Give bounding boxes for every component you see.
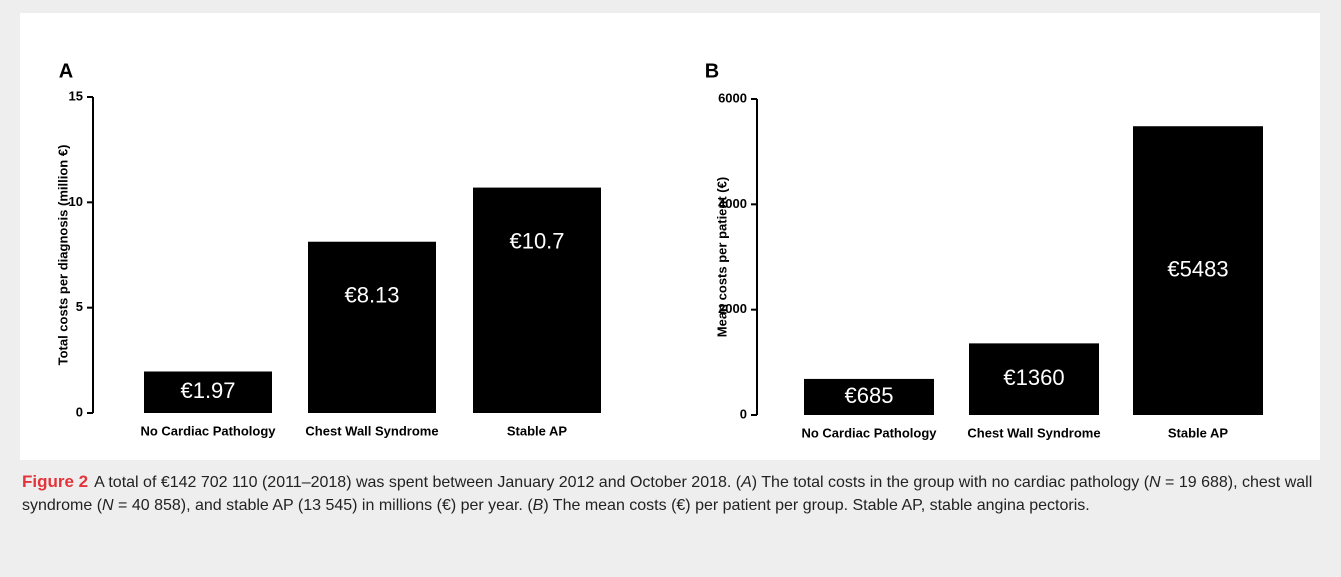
value-label: €1.97 bbox=[180, 378, 235, 403]
caption-text: A total of €142 702 110 (2011–2018) was … bbox=[94, 474, 742, 491]
y-tick-label: 4000 bbox=[718, 196, 747, 211]
y-tick-label: 2000 bbox=[718, 301, 747, 316]
figure: A Total costs per diagnosis (million €) 0 5… bbox=[55, 60, 1263, 440]
y-tick-label: 10 bbox=[69, 194, 83, 209]
y-tick-label: 15 bbox=[69, 88, 83, 103]
caption-text: B bbox=[532, 497, 544, 514]
x-tick-label: No Cardiac Pathology bbox=[140, 423, 276, 438]
bar bbox=[969, 343, 1099, 415]
x-tick-label: Stable AP bbox=[507, 423, 568, 438]
caption-label: Figure 2 bbox=[22, 472, 89, 491]
x-tick-label: No Cardiac Pathology bbox=[801, 425, 937, 440]
caption-text: A bbox=[741, 474, 752, 491]
caption-text: N bbox=[1149, 474, 1161, 491]
y-tick-label: 0 bbox=[76, 404, 83, 419]
value-label: €5483 bbox=[1167, 256, 1228, 281]
bar bbox=[144, 371, 272, 413]
x-tick-label: Chest Wall Syndrome bbox=[305, 423, 438, 438]
caption-text: = 40 858), and stable AP (13 545) in mil… bbox=[113, 497, 533, 514]
bar bbox=[308, 241, 436, 413]
y-tick-label: 5 bbox=[76, 299, 83, 314]
value-label: €685 bbox=[845, 383, 894, 408]
value-label: €1360 bbox=[1003, 365, 1064, 390]
x-tick-label: Chest Wall Syndrome bbox=[967, 425, 1100, 440]
caption-text: N bbox=[102, 497, 114, 514]
panel-label: A bbox=[59, 60, 73, 82]
x-tick-label: Stable AP bbox=[1168, 425, 1229, 440]
y-tick-label: 0 bbox=[740, 406, 747, 421]
caption-text: ) The total costs in the group with no c… bbox=[751, 474, 1150, 491]
caption-text: ) The mean costs (€) per patient per gro… bbox=[543, 497, 1090, 514]
bar bbox=[1133, 126, 1263, 415]
value-label: €8.13 bbox=[344, 283, 399, 308]
panel-label: B bbox=[705, 60, 719, 82]
y-tick-label: 6000 bbox=[718, 90, 747, 105]
value-label: €10.7 bbox=[509, 228, 564, 253]
y-axis-label: Total costs per diagnosis (million €) bbox=[55, 145, 70, 366]
caption-text: = 19 688), chest wall syndrome ( bbox=[22, 474, 1313, 514]
bar bbox=[473, 187, 601, 413]
y-axis-label: Mean costs per patient (€) bbox=[714, 177, 729, 337]
bar bbox=[804, 378, 934, 415]
caption: Figure 2 A total of €142 702 110 (2011–20… bbox=[22, 470, 1322, 517]
